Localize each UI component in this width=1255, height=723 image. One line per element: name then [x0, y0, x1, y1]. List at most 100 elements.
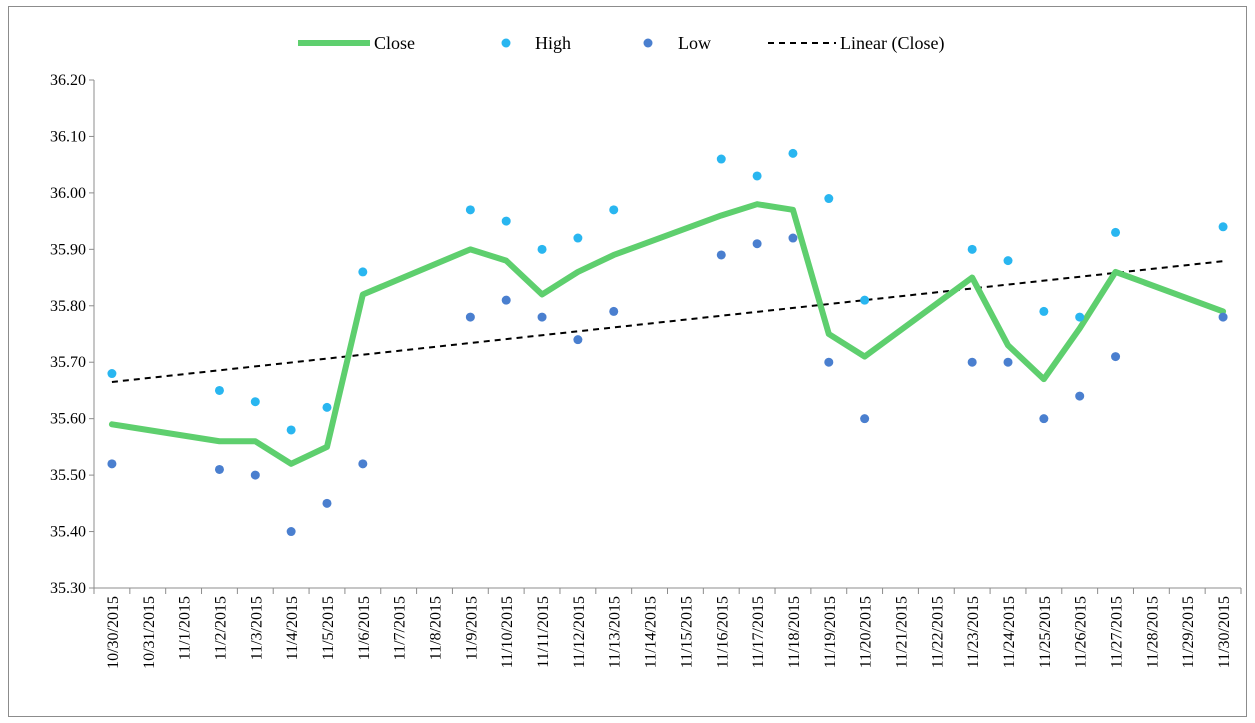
- low-point: [967, 357, 977, 367]
- high-point: [501, 216, 511, 226]
- high-point: [1003, 256, 1013, 266]
- y-tick-label: 36.10: [50, 128, 86, 145]
- high-point: [1075, 312, 1085, 322]
- low-point: [573, 335, 583, 345]
- y-tick-label: 35.70: [50, 354, 86, 371]
- low-point: [824, 357, 834, 367]
- legend-trend-label: Linear (Close): [840, 33, 944, 54]
- chart-frame: [8, 6, 1247, 717]
- series-low-points: [107, 233, 1228, 537]
- y-tick-label: 36.00: [50, 185, 86, 202]
- x-tick-label: 11/20/2015: [858, 596, 875, 668]
- x-tick-label: 11/25/2015: [1037, 596, 1054, 668]
- high-point: [322, 402, 332, 412]
- high-point: [788, 148, 798, 158]
- x-tick-label: 11/5/2015: [320, 596, 337, 660]
- x-tick-label: 11/13/2015: [607, 596, 624, 668]
- legend-close-label: Close: [374, 33, 415, 53]
- x-tick-label: 11/1/2015: [177, 596, 194, 660]
- legend-high-label: High: [535, 33, 571, 53]
- high-point: [286, 425, 296, 435]
- x-tick-label: 11/15/2015: [678, 596, 695, 668]
- low-point: [1039, 414, 1049, 424]
- low-point: [537, 312, 547, 322]
- x-tick-label: 11/18/2015: [786, 596, 803, 668]
- low-point: [214, 464, 224, 474]
- x-tick-label: 11/9/2015: [463, 596, 480, 660]
- x-tick-label: 11/19/2015: [822, 596, 839, 668]
- x-tick-label: 10/30/2015: [105, 596, 122, 669]
- low-point: [1003, 357, 1013, 367]
- x-tick-label: 11/23/2015: [965, 596, 982, 668]
- x-tick-label: 11/28/2015: [1144, 596, 1161, 668]
- low-point: [322, 498, 332, 508]
- high-point: [250, 397, 260, 407]
- x-tick-label: 11/30/2015: [1216, 596, 1233, 668]
- high-point: [752, 171, 762, 181]
- y-tick-label: 35.80: [50, 298, 86, 315]
- x-axis: 10/30/2015 10/31/2015 11/1/2015 11/2/2015 11…: [93, 587, 1242, 669]
- legend: Close High Low Linear (Close): [298, 33, 944, 54]
- x-tick-label: 11/21/2015: [893, 596, 910, 668]
- x-tick-label: 11/3/2015: [248, 596, 265, 660]
- low-point: [1111, 352, 1121, 362]
- legend-low-label: Low: [678, 33, 711, 53]
- x-tick-label: 11/4/2015: [284, 596, 301, 660]
- series-close-line: [108, 201, 1227, 467]
- high-point: [824, 194, 834, 204]
- x-tick-label: 11/16/2015: [714, 596, 731, 668]
- low-point: [1218, 312, 1228, 322]
- low-point: [465, 312, 475, 322]
- low-point: [860, 414, 870, 424]
- x-tick-label: 11/11/2015: [535, 596, 552, 668]
- high-point: [1111, 227, 1121, 237]
- low-point: [107, 459, 117, 469]
- y-axis: 35.30 35.40 35.50 35.60 35.70 35.80 35.90 36.00…: [50, 72, 95, 597]
- x-tick-label: 11/7/2015: [392, 596, 409, 660]
- close-series-line: [108, 201, 1227, 467]
- y-tick-label: 36.20: [50, 72, 86, 89]
- y-tick-label: 35.90: [50, 241, 86, 258]
- x-tick-label: 11/17/2015: [750, 596, 767, 668]
- low-point: [716, 250, 726, 260]
- low-point: [250, 470, 260, 480]
- x-tick-label: 11/2/2015: [212, 596, 229, 660]
- x-tick-label: 11/26/2015: [1073, 596, 1090, 668]
- x-tick-label: 10/31/2015: [141, 596, 158, 669]
- series-high-points: [107, 148, 1228, 435]
- high-point: [967, 244, 977, 254]
- y-tick-label: 35.40: [50, 524, 86, 541]
- low-point: [609, 306, 619, 316]
- high-point: [358, 267, 368, 277]
- x-tick-label: 11/8/2015: [428, 596, 445, 660]
- high-point: [716, 154, 726, 164]
- high-point: [1218, 222, 1228, 232]
- x-tick-label: 11/24/2015: [1001, 596, 1018, 668]
- legend-low-swatch: [643, 38, 653, 48]
- y-tick-label: 35.60: [50, 411, 86, 428]
- low-point: [1075, 391, 1085, 401]
- x-tick-label: 11/27/2015: [1109, 596, 1126, 668]
- low-point: [286, 527, 296, 537]
- x-tick-label: 11/29/2015: [1180, 596, 1197, 668]
- legend-high-swatch: [501, 38, 511, 48]
- high-point: [860, 295, 870, 305]
- x-tick-label: 11/12/2015: [571, 596, 588, 668]
- x-tick-label: 11/10/2015: [499, 596, 516, 668]
- low-point: [788, 233, 798, 243]
- high-point: [465, 205, 475, 215]
- high-point: [1039, 306, 1049, 316]
- low-point: [501, 295, 511, 305]
- y-tick-label: 35.50: [50, 467, 86, 484]
- low-point: [752, 239, 762, 249]
- high-point: [609, 205, 619, 215]
- x-tick-label: 11/14/2015: [643, 596, 660, 668]
- low-point: [358, 459, 368, 469]
- y-tick-label: 35.30: [50, 580, 86, 597]
- x-tick-label: 11/6/2015: [356, 596, 373, 660]
- x-tick-label: 11/22/2015: [929, 596, 946, 668]
- high-point: [107, 369, 117, 379]
- high-point: [214, 385, 224, 395]
- high-point: [573, 233, 583, 243]
